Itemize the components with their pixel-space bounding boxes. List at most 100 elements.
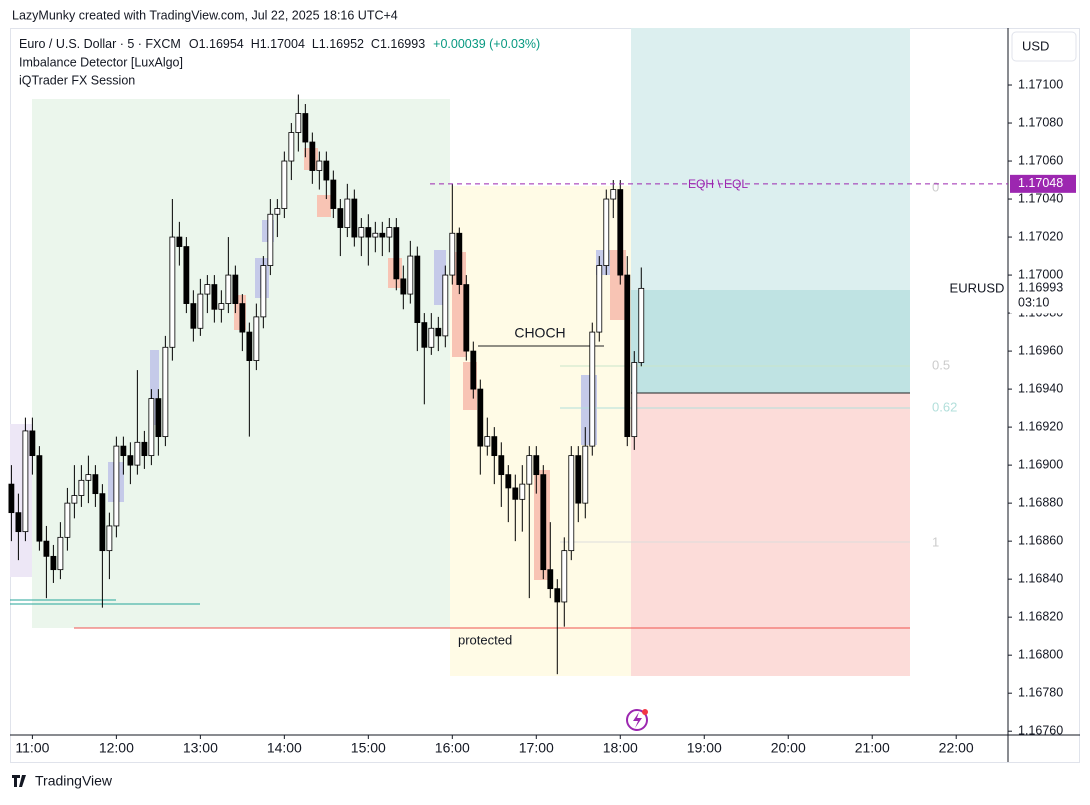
y-tick-label: 1.17060 — [1018, 153, 1063, 167]
y-tick-label: 1.16880 — [1018, 495, 1063, 509]
candle-body — [246, 331, 253, 361]
price-tag — [1010, 174, 1076, 193]
candle-body — [36, 455, 43, 542]
imbalance-box — [150, 350, 159, 425]
candle-body — [85, 474, 92, 481]
candle-body — [575, 455, 582, 504]
price-tag-label: 1.17048 — [1018, 176, 1063, 190]
candle-body — [533, 455, 540, 476]
symbol-tag: EURUSD — [950, 280, 1005, 295]
candle-body — [197, 293, 204, 329]
x-tick-label: 13:00 — [183, 740, 218, 756]
candle-body — [554, 588, 561, 603]
candle-body — [78, 479, 85, 496]
candle-body — [176, 236, 183, 247]
candle-body — [617, 189, 624, 276]
lightning-icon[interactable] — [626, 709, 648, 731]
x-tick-label: 19:00 — [687, 740, 722, 756]
x-tick-label: 14:00 — [267, 740, 302, 756]
candle-body — [295, 113, 302, 133]
y-tick-label: 1.16760 — [1018, 723, 1063, 737]
y-tick-label: 1.16840 — [1018, 571, 1063, 585]
y-tick-label: 1.16780 — [1018, 685, 1063, 699]
plot-area: 0 0.5 0.62 1 protected CHOCH EQH \ EQL — [8, 28, 957, 676]
candle-body — [372, 232, 379, 238]
candle-body — [232, 274, 239, 304]
y-tick-label: 1.17100 — [1018, 77, 1063, 91]
fib-label: 0.62 — [932, 399, 957, 414]
brand: TradingView — [35, 773, 113, 789]
candle-body — [225, 274, 232, 304]
candle-body — [239, 303, 246, 333]
indicator: iQTrader FX Session — [19, 73, 135, 87]
target-zone-active — [631, 290, 910, 393]
candle-body — [183, 246, 190, 304]
candle-body — [323, 160, 330, 181]
countdown: 03:10 — [1018, 296, 1049, 310]
candle-body — [92, 474, 99, 495]
candle-body — [330, 179, 337, 209]
candle-body — [204, 284, 211, 295]
candle-body — [512, 487, 519, 500]
candle-body — [435, 327, 442, 337]
ohlc: O1.16954 H1.17004 L1.16952 C1.16993 — [189, 37, 425, 51]
candle-body — [337, 208, 344, 228]
candle-body — [463, 284, 470, 352]
candle-body — [127, 455, 134, 466]
candle-body — [484, 436, 491, 447]
x-tick-label: 15:00 — [351, 740, 386, 756]
candle-body — [603, 198, 610, 266]
x-tick-label: 11:00 — [15, 740, 49, 756]
candle-body — [288, 132, 295, 162]
x-tick-label: 17:00 — [519, 740, 554, 756]
candle-body — [547, 569, 554, 590]
candle-body — [57, 536, 64, 571]
candle-body — [218, 303, 225, 310]
candle-body — [253, 316, 260, 361]
choch-label: CHOCH — [514, 325, 565, 341]
candle-body — [106, 525, 113, 552]
candle-body — [309, 141, 316, 171]
candle-body — [526, 455, 533, 485]
candle-body — [148, 398, 155, 457]
x-tick-label: 16:00 — [435, 740, 470, 756]
fib-label: 1 — [932, 534, 939, 549]
imbalance-box — [452, 252, 466, 357]
credit: LazyMunky created with TradingView.com, … — [12, 8, 398, 22]
candle-body — [120, 445, 127, 457]
candle-body — [379, 232, 386, 238]
candle-body — [71, 495, 78, 504]
candle-body — [582, 445, 589, 504]
fib-label: 0 — [932, 179, 939, 194]
candle-body — [344, 198, 351, 228]
candle-body — [64, 502, 71, 538]
candle-body — [260, 265, 267, 318]
x-tick-label: 22:00 — [939, 740, 974, 756]
y-tick-label: 1.17000 — [1018, 267, 1063, 281]
candle-body — [568, 455, 575, 552]
candle-body — [428, 327, 435, 348]
candle-body — [624, 274, 631, 438]
x-tick-label: 21:00 — [855, 740, 890, 756]
candle-body — [449, 232, 456, 276]
candle-body — [134, 441, 141, 466]
candle-body — [589, 331, 596, 447]
currency[interactable]: USD — [1022, 38, 1049, 53]
candle-body — [400, 278, 407, 295]
candle-body — [302, 113, 309, 143]
candle-body — [491, 436, 498, 457]
candle-body — [540, 474, 547, 571]
candle-body — [351, 198, 358, 238]
y-tick-label: 1.16960 — [1018, 343, 1063, 357]
currency-button[interactable] — [1011, 31, 1077, 62]
candle-body — [365, 227, 372, 238]
imbalance-box — [317, 195, 331, 217]
candle-body — [442, 274, 449, 337]
candle-body — [498, 455, 505, 476]
y-tick-label: 1.17020 — [1018, 229, 1063, 243]
y-tick-label: 1.17080 — [1018, 115, 1063, 129]
change: +0.00039 (+0.03%) — [433, 37, 540, 51]
candles — [8, 94, 645, 675]
candle-body — [421, 322, 428, 348]
